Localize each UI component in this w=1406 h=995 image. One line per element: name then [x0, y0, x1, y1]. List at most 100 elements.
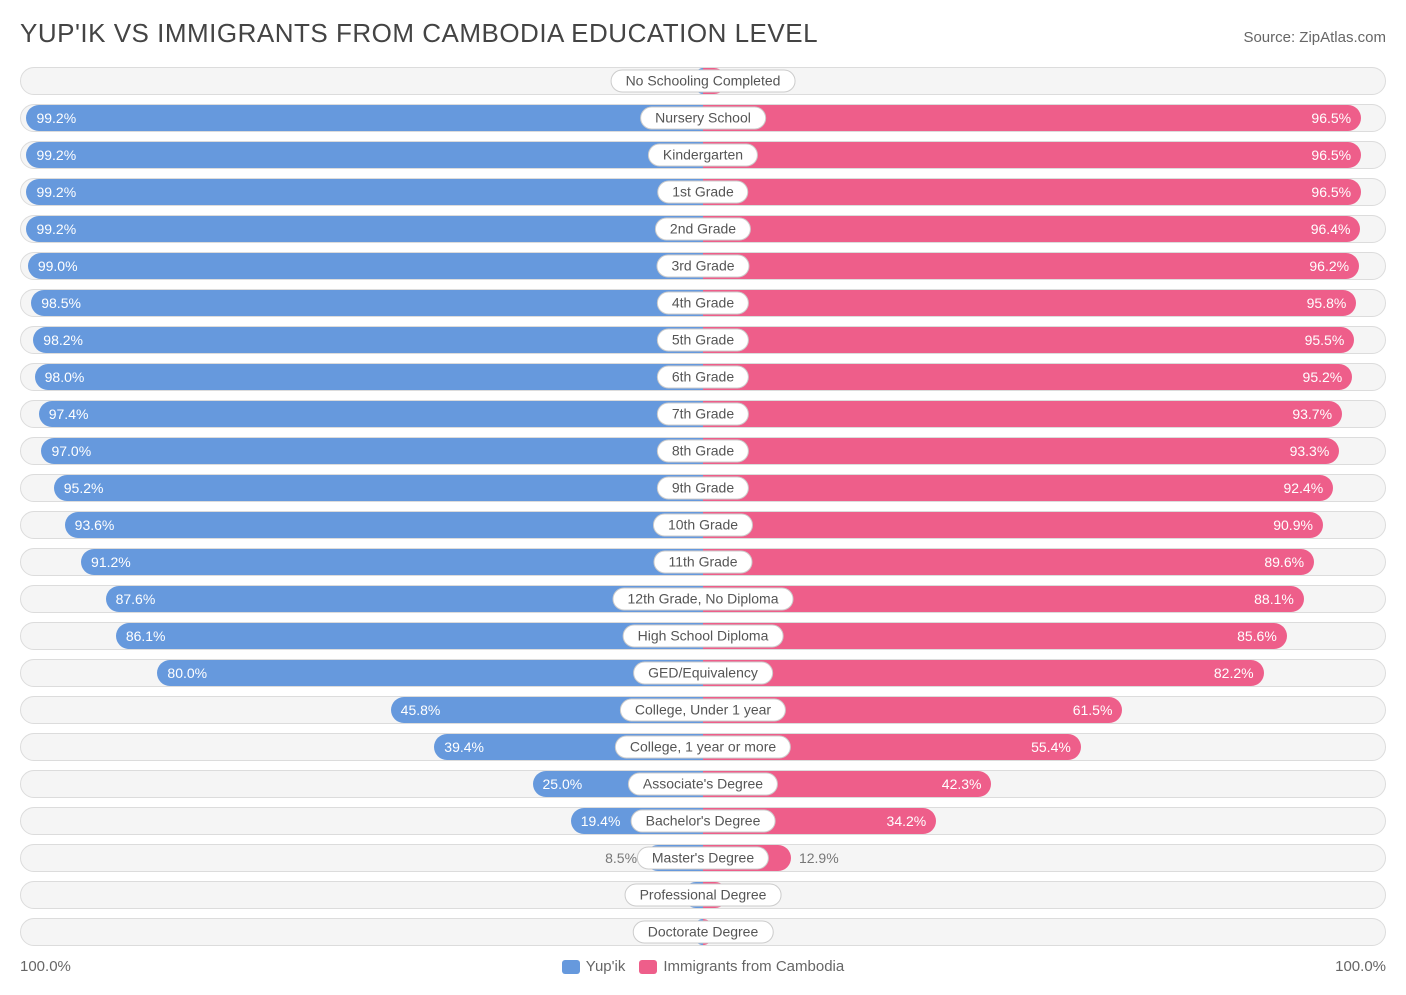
bar-right: 95.2%	[703, 364, 1352, 390]
chart-row: 98.5% 95.8% 4th Grade	[20, 289, 1386, 317]
category-label: Nursery School	[640, 107, 766, 130]
legend-swatch	[562, 960, 580, 974]
bar-right: 90.9%	[703, 512, 1323, 538]
category-label: 12th Grade, No Diploma	[613, 588, 794, 611]
chart-title: YUP'IK VS IMMIGRANTS FROM CAMBODIA EDUCA…	[20, 18, 818, 49]
bar-right-value: 92.4%	[1273, 480, 1333, 496]
bar-right-value: 34.2%	[877, 813, 937, 829]
bar-left-value: 39.4%	[434, 739, 494, 755]
bar-right-value: 88.1%	[1244, 591, 1304, 607]
category-label: College, 1 year or more	[615, 736, 791, 759]
bar-right-value: 93.7%	[1282, 406, 1342, 422]
chart-row: 1.3%1.5%Doctorate Degree	[20, 918, 1386, 946]
chart-row: 98.0%95.2%6th Grade	[20, 363, 1386, 391]
bar-left-value: 93.6%	[65, 517, 125, 533]
chart-row: 97.4%93.7%7th Grade	[20, 400, 1386, 428]
category-label: High School Diploma	[623, 625, 784, 648]
bar-right-value: 95.2%	[1293, 369, 1353, 385]
legend-item: Yup'ik	[562, 958, 626, 975]
bar-right-value: 95.8%	[1297, 295, 1357, 311]
bar-left-value: 95.2%	[54, 480, 114, 496]
bar-right: 93.7%	[703, 401, 1342, 427]
category-label: 5th Grade	[657, 329, 749, 352]
chart-header: YUP'IK VS IMMIGRANTS FROM CAMBODIA EDUCA…	[20, 18, 1386, 49]
bar-left-value: 98.0%	[35, 369, 95, 385]
bar-left-value: 99.2%	[26, 221, 86, 237]
bar-right-value: 96.4%	[1301, 221, 1361, 237]
bar-right: 96.4%	[703, 216, 1360, 242]
bar-left-value: 25.0%	[533, 776, 593, 792]
bar-left-value: 99.2%	[26, 184, 86, 200]
chart-row: 25.0%42.3%Associate's Degree	[20, 770, 1386, 798]
chart-row: 39.4% 55.4% College, 1 year or more	[20, 733, 1386, 761]
bar-right: 93.3%	[703, 438, 1339, 464]
chart-row: 99.2% 96.4% 2nd Grade	[20, 215, 1386, 243]
chart-row: 98.2% 95.5%5th Grade	[20, 326, 1386, 354]
bar-right-value: 89.6%	[1254, 554, 1314, 570]
category-label: 8th Grade	[657, 440, 749, 463]
bar-left-value: 98.2%	[33, 332, 93, 348]
axis-right-end: 100.0%	[1335, 958, 1386, 975]
category-label: 2nd Grade	[655, 218, 751, 241]
bar-left-value: 98.5%	[31, 295, 91, 311]
bar-right-value: 82.2%	[1204, 665, 1264, 681]
chart-row: 99.0% 96.2% 3rd Grade	[20, 252, 1386, 280]
bar-right: 96.5%	[703, 142, 1361, 168]
chart-row: 86.1%85.6%High School Diploma	[20, 622, 1386, 650]
bar-right: 95.5%	[703, 327, 1354, 353]
category-label: Bachelor's Degree	[631, 810, 776, 833]
category-label: Professional Degree	[625, 884, 782, 907]
bar-left: 98.5%	[31, 290, 703, 316]
chart-row: 97.0% 93.3% 8th Grade	[20, 437, 1386, 465]
category-label: College, Under 1 year	[620, 699, 786, 722]
bar-left: 99.2%	[26, 142, 703, 168]
bar-left-value: 19.4%	[571, 813, 631, 829]
axis-left-end: 100.0%	[20, 958, 71, 975]
bar-left-value: 45.8%	[391, 702, 451, 718]
category-label: 1st Grade	[657, 181, 748, 204]
bar-right: 96.2%	[703, 253, 1359, 279]
bar-left-value: 99.0%	[28, 258, 88, 274]
bar-right: 89.6%	[703, 549, 1314, 575]
chart-row: 2.9%3.6%Professional Degree	[20, 881, 1386, 909]
chart-row: 95.2%92.4%9th Grade	[20, 474, 1386, 502]
chart-rows: 1.2%3.5%No Schooling Completed99.2%96.5%…	[20, 67, 1386, 946]
bar-left-value: 87.6%	[106, 591, 166, 607]
bar-left: 95.2%	[54, 475, 703, 501]
chart-row: 45.8% 61.5% College, Under 1 year	[20, 696, 1386, 724]
category-label: Doctorate Degree	[633, 921, 774, 944]
chart-row: 99.2% 96.5% Kindergarten	[20, 141, 1386, 169]
bar-left: 80.0%	[157, 660, 703, 686]
bar-right-value: 96.2%	[1299, 258, 1359, 274]
bar-right: 96.5%	[703, 105, 1361, 131]
bar-left-value: 80.0%	[157, 665, 217, 681]
category-label: Associate's Degree	[628, 773, 778, 796]
bar-left-value: 99.2%	[26, 147, 86, 163]
category-label: Kindergarten	[648, 144, 758, 167]
bar-right-value: 90.9%	[1263, 517, 1323, 533]
bar-left: 99.2%	[26, 179, 703, 205]
bar-right-value: 93.3%	[1280, 443, 1340, 459]
bar-right-value: 96.5%	[1301, 147, 1361, 163]
bar-left: 99.2%	[26, 105, 703, 131]
bar-right: 82.2%	[703, 660, 1264, 686]
bar-right: 85.6%	[703, 623, 1287, 649]
bar-right: 96.5%	[703, 179, 1361, 205]
chart-row: 99.2% 96.5%1st Grade	[20, 178, 1386, 206]
bar-right-value: 61.5%	[1063, 702, 1123, 718]
category-label: 7th Grade	[657, 403, 749, 426]
chart-row: 80.0%82.2%GED/Equivalency	[20, 659, 1386, 687]
chart-row: 87.6% 88.1% 12th Grade, No Diploma	[20, 585, 1386, 613]
legend: Yup'ikImmigrants from Cambodia	[71, 958, 1335, 975]
category-label: Master's Degree	[637, 847, 769, 870]
bar-left-value: 99.2%	[26, 110, 86, 126]
bar-right-value: 55.4%	[1021, 739, 1081, 755]
bar-right-value: 85.6%	[1227, 628, 1287, 644]
chart-row: 93.6%90.9%10th Grade	[20, 511, 1386, 539]
bar-left: 97.0%	[41, 438, 703, 464]
bar-right-value: 12.9%	[791, 845, 839, 871]
category-label: 3rd Grade	[656, 255, 749, 278]
chart-source: Source: ZipAtlas.com	[1243, 29, 1386, 46]
category-label: 11th Grade	[653, 551, 752, 574]
category-label: 4th Grade	[657, 292, 749, 315]
